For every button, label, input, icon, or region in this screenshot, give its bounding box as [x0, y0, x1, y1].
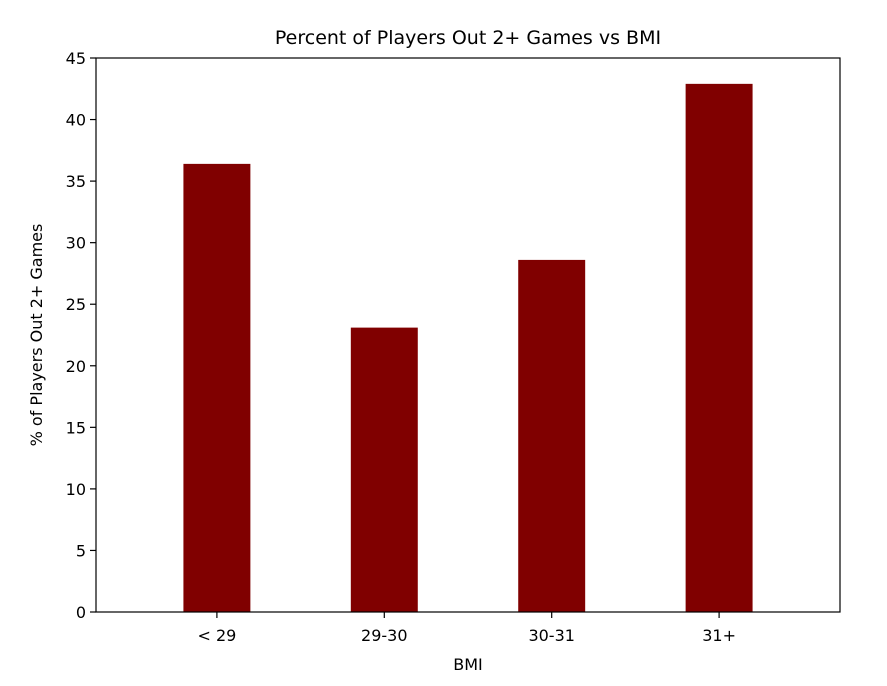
bar — [685, 83, 753, 612]
x-tick-label: 29-30 — [361, 626, 408, 645]
x-tick-label: 30-31 — [528, 626, 575, 645]
x-tick-label: 31+ — [702, 626, 736, 645]
bar — [183, 163, 251, 612]
x-axis: < 29 29-30 30-31 31+ — [197, 612, 736, 645]
x-tick-label: < 29 — [197, 626, 236, 645]
y-tick-label: 0 — [76, 603, 86, 622]
y-tick-label: 45 — [66, 49, 86, 68]
y-tick-label: 5 — [76, 541, 86, 560]
y-tick-label: 10 — [66, 480, 86, 499]
y-tick-label: 30 — [66, 234, 86, 253]
y-axis-label: % of Players Out 2+ Games — [27, 224, 46, 447]
x-axis-label: BMI — [453, 655, 483, 674]
y-tick-label: 25 — [66, 295, 86, 314]
y-tick-label: 20 — [66, 357, 86, 376]
chart-title: Percent of Players Out 2+ Games vs BMI — [275, 27, 661, 49]
y-tick-label: 15 — [66, 418, 86, 437]
y-tick-label: 40 — [66, 111, 86, 130]
y-tick-label: 35 — [66, 172, 86, 191]
bars — [183, 83, 753, 612]
y-axis: 0 5 10 15 20 25 30 35 40 45 — [66, 49, 96, 622]
bar — [350, 327, 418, 612]
plot-frame — [95, 57, 841, 613]
bar — [518, 259, 586, 612]
